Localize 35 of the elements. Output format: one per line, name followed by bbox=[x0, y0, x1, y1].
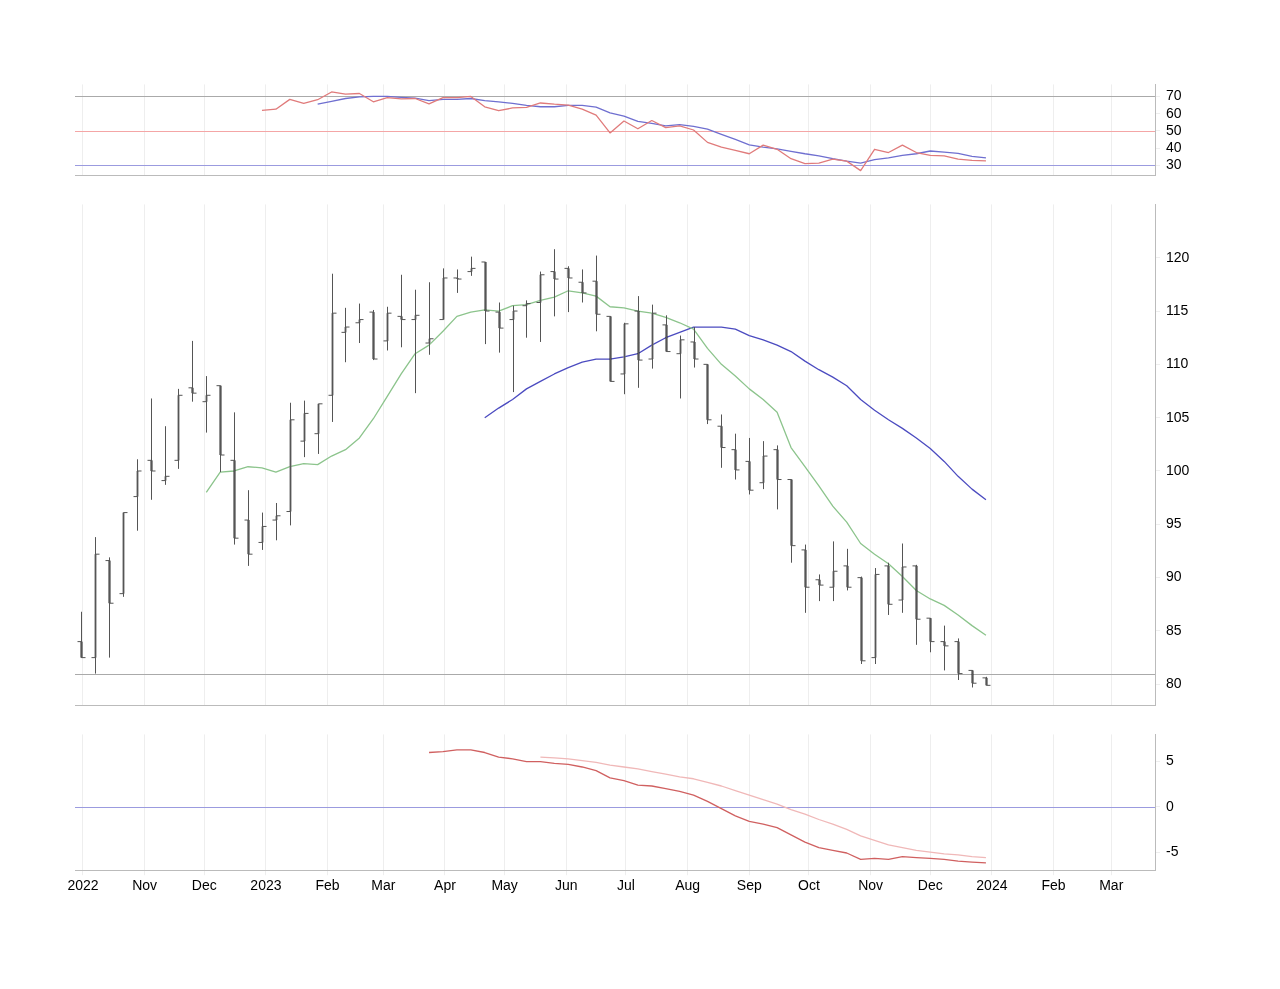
x-tick-label: 2024 bbox=[976, 877, 1008, 894]
y-tick-label: 70 bbox=[1166, 87, 1182, 104]
y-tick-label: 110 bbox=[1166, 355, 1189, 372]
y-tick-label: 60 bbox=[1166, 104, 1182, 121]
y-tick-label: 120 bbox=[1166, 248, 1190, 265]
x-tick-label: Feb bbox=[315, 877, 340, 894]
x-tick-label: Nov bbox=[132, 877, 158, 894]
y-tick-label: 90 bbox=[1166, 568, 1182, 585]
x-tick-label: 2023 bbox=[250, 877, 282, 894]
x-tick-label: Feb bbox=[1041, 877, 1066, 894]
x-tick-label: Jul bbox=[616, 877, 635, 894]
y-tick-label: 115 bbox=[1166, 301, 1189, 318]
x-tick-label: Dec bbox=[191, 877, 217, 894]
y-tick-label: 0 bbox=[1166, 797, 1174, 814]
x-tick-label: Mar bbox=[371, 877, 396, 894]
x-tick-label: Sep bbox=[736, 877, 762, 894]
x-tick-label: May bbox=[491, 877, 518, 894]
x-tick-label: Nov bbox=[858, 877, 884, 894]
x-tick-label: Oct bbox=[798, 877, 820, 894]
y-tick-label: 85 bbox=[1166, 621, 1182, 638]
y-tick-label: 100 bbox=[1166, 461, 1190, 478]
y-tick-label: 5 bbox=[1166, 752, 1174, 769]
y-tick-label: 40 bbox=[1166, 138, 1182, 155]
y-tick-label: 30 bbox=[1166, 156, 1182, 173]
x-tick-label: Aug bbox=[675, 877, 701, 894]
y-tick-label: -5 bbox=[1166, 842, 1179, 859]
x-tick-label: Jun bbox=[554, 877, 578, 894]
y-tick-label: 105 bbox=[1166, 408, 1190, 425]
x-tick-label: 2022 bbox=[67, 877, 99, 894]
x-tick-label: Mar bbox=[1099, 877, 1124, 894]
y-tick-label: 50 bbox=[1166, 121, 1182, 138]
y-tick-label: 80 bbox=[1166, 675, 1182, 692]
y-tick-label: 95 bbox=[1166, 515, 1182, 532]
x-tick-label: Apr bbox=[434, 877, 457, 894]
x-tick-label: Dec bbox=[917, 877, 943, 894]
